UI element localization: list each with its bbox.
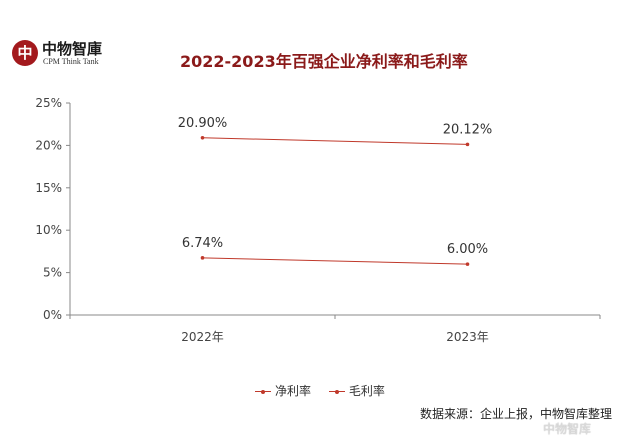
data-label: 6.74% (182, 236, 223, 251)
legend-item-net-margin: 净利率 (255, 382, 311, 399)
legend-item-gross-margin: 毛利率 (328, 382, 385, 399)
y-tick-label: 5% (43, 266, 62, 280)
logo: 中 中物智庫 CPM Think Tank (12, 38, 132, 72)
legend-line-icon (255, 389, 271, 394)
x-tick-label: 2023年 (446, 330, 489, 344)
logo-subtitle: CPM Think Tank (43, 57, 99, 66)
data-point (465, 262, 470, 266)
y-tick-label: 10% (35, 223, 62, 237)
data-label: 6.00% (447, 242, 488, 257)
source-note: 数据来源：企业上报，中物智库整理 (420, 407, 613, 421)
chart-title: 2022-2023年百强企业净利率和毛利率 (180, 52, 468, 71)
chart-legend: 净利率 毛利率 (255, 382, 399, 399)
data-label: 20.90% (178, 116, 228, 131)
data-label: 20.12% (443, 122, 493, 137)
legend-label: 毛利率 (348, 384, 385, 398)
watermark: 中物智库 (543, 422, 592, 436)
series-line (202, 137, 468, 145)
logo-name: 中物智庫 (42, 40, 103, 58)
logo-icon: 中 (12, 40, 38, 66)
data-point (465, 142, 470, 147)
data-point (200, 135, 205, 140)
data-point (200, 256, 205, 260)
legend-line-icon (328, 389, 345, 394)
y-tick-label: 0% (43, 308, 62, 322)
y-tick-label: 20% (35, 138, 62, 152)
legend-label: 净利率 (275, 384, 312, 398)
x-tick-label: 2022年 (181, 330, 224, 344)
series-line (202, 257, 468, 265)
y-tick-label: 25% (35, 96, 62, 110)
y-tick-label: 15% (35, 181, 62, 195)
